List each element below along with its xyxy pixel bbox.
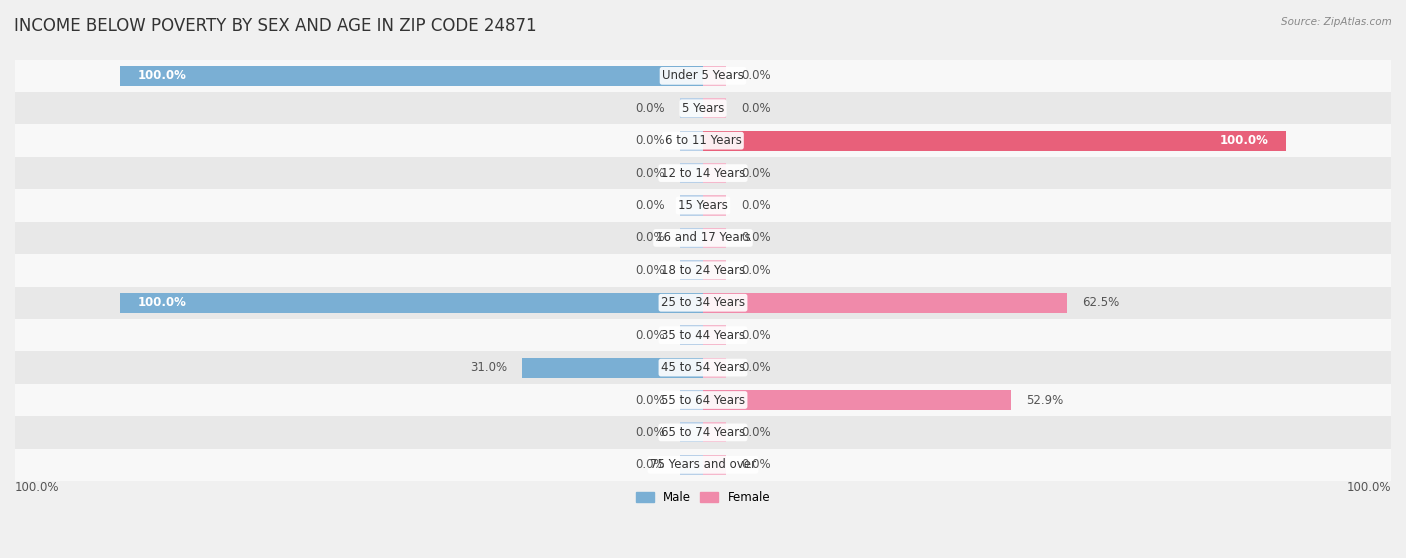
Text: 0.0%: 0.0% (636, 199, 665, 212)
Text: Under 5 Years: Under 5 Years (662, 69, 744, 83)
Text: 100.0%: 100.0% (138, 296, 187, 309)
Text: 0.0%: 0.0% (741, 426, 770, 439)
Text: 16 and 17 Years: 16 and 17 Years (655, 232, 751, 244)
Bar (15, 124, 1391, 157)
Bar (679, 455, 703, 475)
Bar (120, 293, 703, 313)
Text: 5 Years: 5 Years (682, 102, 724, 115)
Text: 0.0%: 0.0% (741, 69, 770, 83)
Text: 0.0%: 0.0% (741, 361, 770, 374)
Bar (15, 416, 1391, 449)
Bar (679, 195, 703, 215)
Text: 100.0%: 100.0% (1219, 134, 1268, 147)
Bar (703, 66, 727, 86)
Text: 52.9%: 52.9% (1026, 393, 1063, 407)
Bar (15, 449, 1391, 481)
Text: Source: ZipAtlas.com: Source: ZipAtlas.com (1281, 17, 1392, 27)
Bar (522, 358, 703, 378)
Text: 0.0%: 0.0% (741, 167, 770, 180)
Bar (703, 98, 727, 118)
Bar (15, 60, 1391, 92)
Bar (703, 131, 1286, 151)
Bar (120, 66, 703, 86)
Text: 65 to 74 Years: 65 to 74 Years (661, 426, 745, 439)
Text: 35 to 44 Years: 35 to 44 Years (661, 329, 745, 341)
Bar (15, 287, 1391, 319)
Text: 12 to 14 Years: 12 to 14 Years (661, 167, 745, 180)
Text: 55 to 64 Years: 55 to 64 Years (661, 393, 745, 407)
Text: 0.0%: 0.0% (741, 264, 770, 277)
Bar (15, 319, 1391, 352)
Bar (703, 390, 1011, 410)
Bar (679, 163, 703, 183)
Bar (679, 228, 703, 248)
Bar (703, 358, 727, 378)
Text: 100.0%: 100.0% (15, 481, 59, 494)
Text: 0.0%: 0.0% (636, 329, 665, 341)
Bar (679, 390, 703, 410)
Bar (679, 131, 703, 151)
Bar (703, 422, 727, 442)
Legend: Male, Female: Male, Female (631, 487, 775, 509)
Bar (679, 260, 703, 280)
Bar (15, 92, 1391, 124)
Text: 45 to 54 Years: 45 to 54 Years (661, 361, 745, 374)
Bar (15, 352, 1391, 384)
Text: 0.0%: 0.0% (636, 393, 665, 407)
Bar (703, 293, 1067, 313)
Text: 62.5%: 62.5% (1083, 296, 1119, 309)
Bar (703, 228, 727, 248)
Bar (15, 222, 1391, 254)
Text: 0.0%: 0.0% (741, 329, 770, 341)
Text: 0.0%: 0.0% (741, 102, 770, 115)
Text: 0.0%: 0.0% (636, 102, 665, 115)
Bar (703, 260, 727, 280)
Bar (15, 384, 1391, 416)
Bar (679, 422, 703, 442)
Bar (679, 98, 703, 118)
Bar (15, 254, 1391, 287)
Bar (703, 163, 727, 183)
Text: 0.0%: 0.0% (636, 167, 665, 180)
Bar (15, 157, 1391, 189)
Text: 0.0%: 0.0% (741, 458, 770, 472)
Text: 0.0%: 0.0% (741, 232, 770, 244)
Text: 0.0%: 0.0% (636, 426, 665, 439)
Text: 75 Years and over: 75 Years and over (650, 458, 756, 472)
Text: 0.0%: 0.0% (636, 134, 665, 147)
Bar (679, 325, 703, 345)
Text: INCOME BELOW POVERTY BY SEX AND AGE IN ZIP CODE 24871: INCOME BELOW POVERTY BY SEX AND AGE IN Z… (14, 17, 537, 35)
Bar (703, 455, 727, 475)
Bar (703, 325, 727, 345)
Text: 6 to 11 Years: 6 to 11 Years (665, 134, 741, 147)
Text: 100.0%: 100.0% (138, 69, 187, 83)
Text: 0.0%: 0.0% (636, 458, 665, 472)
Bar (15, 189, 1391, 222)
Text: 15 Years: 15 Years (678, 199, 728, 212)
Text: 18 to 24 Years: 18 to 24 Years (661, 264, 745, 277)
Text: 25 to 34 Years: 25 to 34 Years (661, 296, 745, 309)
Bar (703, 195, 727, 215)
Text: 0.0%: 0.0% (636, 232, 665, 244)
Text: 100.0%: 100.0% (1347, 481, 1391, 494)
Text: 31.0%: 31.0% (471, 361, 508, 374)
Text: 0.0%: 0.0% (636, 264, 665, 277)
Text: 0.0%: 0.0% (741, 199, 770, 212)
